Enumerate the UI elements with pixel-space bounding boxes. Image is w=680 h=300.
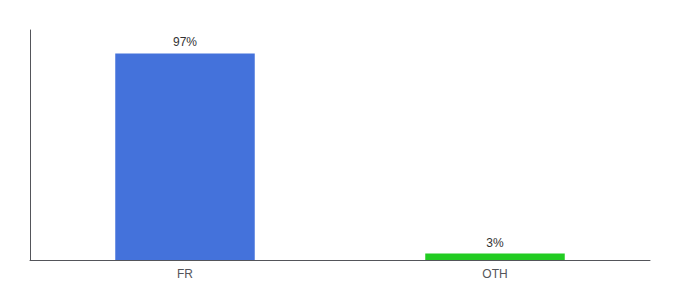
svg-text:FR: FR [177,267,193,281]
svg-text:97%: 97% [173,35,197,49]
svg-text:3%: 3% [486,236,504,250]
svg-text:OTH: OTH [482,267,507,281]
